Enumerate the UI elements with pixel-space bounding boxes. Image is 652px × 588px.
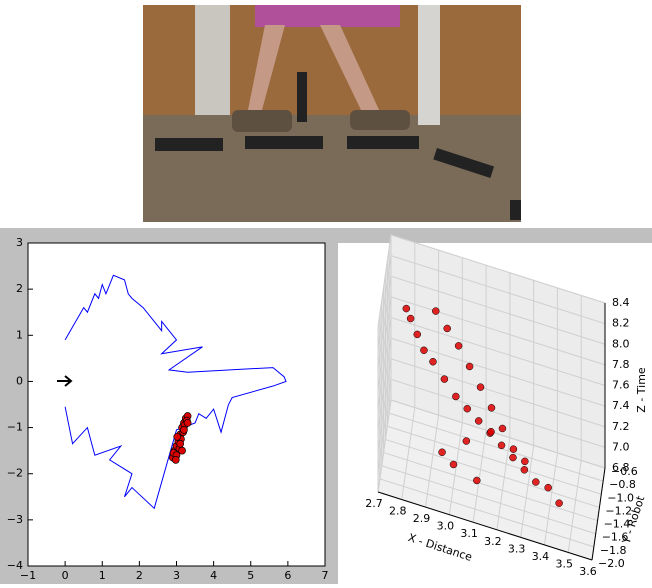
scatter-point: [407, 315, 414, 322]
scatter-point: [477, 384, 484, 391]
scatter-point: [521, 458, 528, 465]
z-tick-label: 7.8: [612, 358, 630, 371]
photo-obstacle: [245, 136, 323, 149]
photo-obstacle: [347, 136, 419, 149]
scatter-point: [184, 419, 191, 426]
z-tick-label: 8.4: [612, 296, 630, 309]
photo-shoe: [350, 110, 410, 130]
scatter-point: [463, 438, 470, 445]
z-axis-label: Z - Time: [635, 367, 648, 413]
plot-area: [28, 243, 325, 566]
scatter-point: [180, 426, 187, 433]
z-tick-label: 7.4: [612, 399, 630, 412]
scatter-point: [432, 308, 439, 315]
photo-obstacle: [155, 138, 223, 151]
screen: −101234567−4−3−2−101232.72.82.93.03.13.2…: [0, 0, 652, 584]
z-tick-label: 7.0: [612, 440, 630, 453]
x-tick-label: 3.1: [460, 527, 478, 540]
photo-obstacle: [510, 200, 521, 220]
scatter-point: [532, 479, 539, 486]
y-tick-label: −3: [7, 513, 23, 526]
y-tick-label: 2: [16, 282, 23, 295]
photo-obstacle: [297, 72, 307, 122]
x-tick-label: 2.7: [365, 497, 383, 510]
x-tick-label: 3.2: [484, 535, 502, 548]
scatter-point: [450, 461, 457, 468]
photo-shoe: [232, 110, 292, 132]
photo-skirt: [255, 5, 400, 27]
scatter-point: [429, 358, 436, 365]
scatter-point: [439, 449, 446, 456]
scatter-point: [473, 477, 480, 484]
scatter-point: [521, 466, 528, 473]
x-tick-label: 7: [322, 569, 329, 582]
x-tick-label: 4: [210, 569, 217, 582]
z-tick-label: 8.2: [612, 317, 630, 330]
scatter-point: [172, 456, 179, 463]
scatter-point: [177, 440, 184, 447]
x-tick-label: 0: [62, 569, 69, 582]
x-tick-label: 1: [99, 569, 106, 582]
scatter-point: [414, 331, 421, 338]
x-tick-label: 3.3: [508, 542, 526, 555]
x-tick-label: 2.8: [389, 505, 407, 518]
x-tick-label: 2.9: [413, 512, 431, 525]
scatter-point: [488, 428, 495, 435]
scatter-point: [403, 305, 410, 312]
x-tick-label: 3.4: [532, 550, 550, 563]
y-tick-label: −1.8: [600, 544, 627, 557]
z-tick-label: 7.2: [612, 420, 630, 433]
scatter-point: [498, 442, 505, 449]
photo-post: [195, 5, 230, 115]
x-tick-label: 5: [247, 569, 254, 582]
z-tick-label: 7.6: [612, 379, 630, 392]
scatter-point: [464, 405, 471, 412]
x-tick-label: 3: [173, 569, 180, 582]
y-tick-label: 0: [16, 374, 23, 387]
scatter-point: [510, 446, 517, 453]
scatter-point: [420, 347, 427, 354]
y-tick-label: −2.0: [598, 557, 625, 570]
scatter-point: [452, 393, 459, 400]
scatter-point: [466, 363, 473, 370]
x-tick-label: 3.5: [555, 557, 573, 570]
scatter-point: [174, 433, 181, 440]
x-tick-label: 6: [284, 569, 291, 582]
scatter-point: [179, 447, 186, 454]
scatter-point: [444, 325, 451, 332]
scatter-point: [545, 484, 552, 491]
scatter-point: [499, 425, 506, 432]
y-tick-label: −2: [7, 467, 23, 480]
y-tick-label: −0.8: [609, 478, 636, 491]
x-tick-label: 2: [136, 569, 143, 582]
scatter-point: [488, 404, 495, 411]
scatter-point: [475, 417, 482, 424]
y-tick-label: −4: [7, 559, 23, 572]
y-tick-label: 1: [16, 328, 23, 341]
scatter-point: [441, 376, 448, 383]
x-tick-label: 3.0: [437, 520, 455, 533]
scatter-point: [556, 500, 563, 507]
scatter-point: [509, 454, 516, 461]
y-tick-label: 3: [16, 236, 23, 249]
y-tick-label: −1.0: [607, 491, 634, 504]
z-tick-label: 8.0: [612, 337, 630, 350]
camera-photo: [143, 5, 521, 222]
photo-post: [418, 5, 440, 125]
scatter-point: [455, 342, 462, 349]
z-tick-label: 6.8: [612, 461, 630, 474]
x-tick-label: 3.6: [579, 565, 597, 578]
y-tick-label: −1: [7, 421, 23, 434]
